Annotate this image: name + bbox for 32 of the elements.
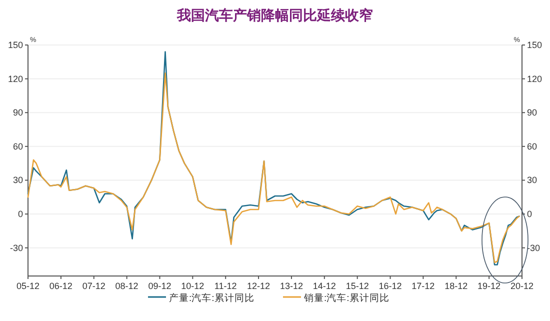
- y-tick-label: -30: [10, 242, 23, 253]
- x-tick-label: 08-12: [115, 281, 138, 291]
- x-tick-label: 12-12: [247, 281, 270, 291]
- x-tick-label: 19-12: [478, 281, 501, 291]
- y-tick-label: 30: [12, 175, 23, 186]
- y2-tick-label: 30: [527, 175, 538, 186]
- y-tick-label: 120: [8, 74, 23, 84]
- x-tick-label: 15-12: [346, 281, 369, 291]
- y2-tick-label: 120: [527, 74, 542, 84]
- x-tick-label: 05-12: [16, 281, 40, 291]
- x-tick-label: 16-12: [378, 281, 402, 291]
- x-tick-label: 20-12: [510, 281, 534, 291]
- x-tick-label: 10-12: [181, 281, 204, 291]
- x-tick-label: 18-12: [444, 281, 468, 291]
- y-tick-label: 90: [12, 108, 23, 118]
- y-tick-label: 60: [12, 141, 23, 152]
- legend-label: 产量:汽车:累计同比: [169, 292, 254, 304]
- y2-tick-label: 0: [527, 209, 532, 220]
- y2-tick-label: 90: [527, 108, 538, 118]
- x-tick-label: 17-12: [412, 281, 435, 291]
- y-tick-label: 0: [18, 209, 23, 220]
- chart-title: 我国汽车产销降幅同比延续收窄: [176, 7, 373, 23]
- y2-tick-label: 150: [527, 40, 542, 50]
- x-tick-label: 06-12: [49, 281, 72, 291]
- y-tick-label: 150: [8, 40, 23, 50]
- legend-label: 销量:汽车:累计同比: [303, 292, 390, 304]
- x-tick-label: 13-12: [280, 281, 303, 291]
- x-tick-label: 09-12: [148, 281, 172, 291]
- x-tick-label: 14-12: [312, 281, 336, 291]
- y2-tick-label: 60: [527, 141, 538, 152]
- x-tick-label: 07-12: [82, 281, 106, 291]
- x-tick-label: 11-12: [214, 281, 237, 291]
